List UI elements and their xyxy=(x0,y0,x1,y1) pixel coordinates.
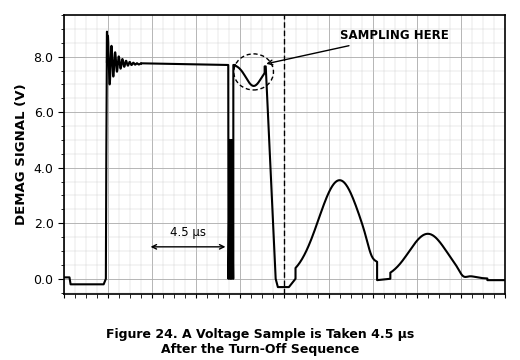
Text: Figure 24. A Voltage Sample is Taken 4.5 μs
After the Turn-Off Sequence: Figure 24. A Voltage Sample is Taken 4.5… xyxy=(106,328,414,356)
Text: SAMPLING HERE: SAMPLING HERE xyxy=(268,29,448,65)
Text: 4.5 μs: 4.5 μs xyxy=(170,226,206,239)
Y-axis label: DEMAG SIGNAL (V): DEMAG SIGNAL (V) xyxy=(15,84,28,225)
